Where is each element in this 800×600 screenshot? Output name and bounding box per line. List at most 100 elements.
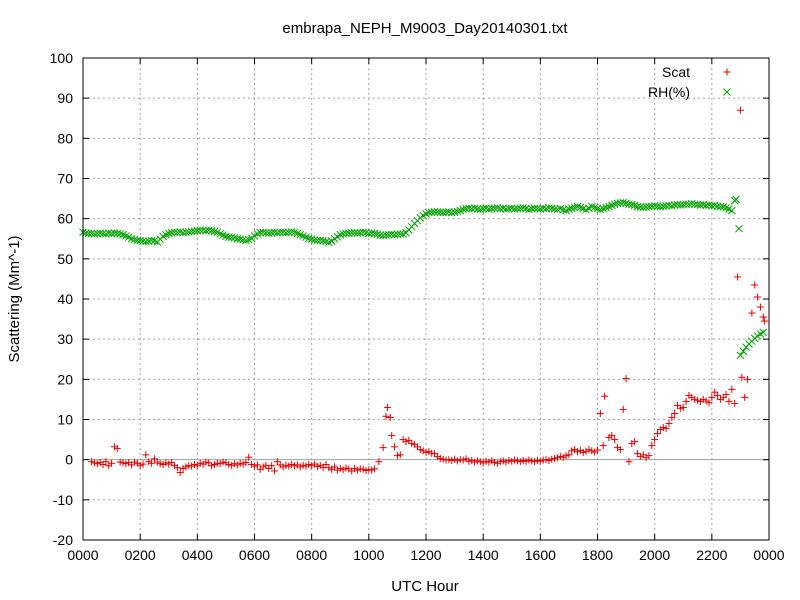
rh-point (270, 228, 279, 237)
scat-point (196, 459, 204, 467)
scat-point (585, 446, 593, 454)
scat-point (502, 458, 510, 466)
scat-point (296, 463, 304, 471)
x-tick-label: 0000 (67, 547, 98, 563)
scat-point (108, 459, 116, 467)
scat-point (694, 396, 702, 404)
scat-point (459, 456, 467, 464)
scat-point (654, 430, 662, 438)
scat-point (173, 464, 181, 472)
rh-point (127, 234, 136, 243)
rh-point (450, 208, 459, 217)
scat-point (734, 273, 742, 281)
scat-point (313, 462, 321, 470)
rh-point (356, 228, 365, 237)
rh-point (364, 229, 373, 238)
scat-point (705, 399, 713, 407)
rh-point (370, 229, 379, 238)
scat-point (216, 460, 224, 468)
scat-point (93, 460, 101, 468)
scat-point (142, 451, 150, 459)
y-tick-label: 10 (57, 412, 73, 428)
scat-point (110, 443, 118, 451)
x-tick-label: 2000 (639, 547, 670, 563)
rh-point (436, 208, 445, 217)
scat-point (139, 460, 147, 468)
scat-point (325, 464, 333, 472)
scat-point (150, 455, 158, 463)
rh-point (602, 203, 610, 212)
scat-point (239, 460, 247, 468)
scat-point (648, 442, 656, 450)
rh-point (293, 229, 302, 238)
scat-point (122, 460, 130, 468)
scat-point (408, 440, 416, 448)
rh-point (653, 202, 662, 211)
x-tick-label: 1600 (525, 547, 556, 563)
scat-point (682, 397, 690, 405)
scat-point (756, 303, 764, 311)
rh-point (93, 229, 102, 238)
scat-point (676, 404, 684, 412)
series-rh (79, 195, 768, 360)
scat-point (691, 395, 699, 403)
rh-point (527, 204, 536, 213)
scat-point (679, 403, 687, 411)
rh-point (210, 227, 219, 236)
scat-point (259, 463, 267, 471)
scat-point (525, 456, 533, 464)
scat-point (741, 393, 749, 401)
scat-point (299, 461, 307, 469)
scat-point (714, 391, 722, 399)
rh-point (279, 228, 287, 237)
rh-point (719, 203, 728, 211)
scat-point (601, 392, 609, 400)
scat-point (473, 457, 481, 465)
rh-point (319, 236, 327, 245)
scat-point (179, 465, 187, 473)
rh-point (147, 236, 156, 245)
scat-point (631, 438, 639, 446)
x-tick-label: 2200 (696, 547, 727, 563)
x-tick-label: 1800 (582, 547, 613, 563)
legend-marker (723, 68, 731, 76)
rh-point (296, 230, 305, 239)
rh-point (647, 202, 656, 211)
scat-point (342, 464, 350, 472)
scat-point (744, 375, 752, 383)
rh-point (567, 204, 576, 213)
rh-point (107, 229, 116, 238)
rh-point (465, 204, 473, 213)
scat-point (488, 457, 496, 465)
scat-point (436, 454, 444, 462)
y-tick-label: 90 (57, 90, 73, 106)
scat-point (562, 452, 570, 460)
scat-point (268, 462, 276, 470)
scat-point (388, 432, 396, 440)
rh-point (619, 198, 628, 207)
rh-point (284, 228, 293, 237)
scat-point (548, 455, 556, 463)
rh-point (350, 228, 359, 237)
scat-point (331, 463, 339, 471)
rh-point (673, 200, 682, 209)
rh-point (302, 233, 310, 241)
scat-point (556, 452, 564, 460)
rh-point (685, 200, 693, 209)
legend-marker (723, 88, 731, 96)
rh-point (387, 230, 396, 239)
scat-point (579, 448, 587, 456)
rh-point (662, 201, 670, 210)
rh-point (267, 228, 276, 237)
rh-point (735, 224, 743, 233)
legend-label: RH(%) (648, 84, 690, 100)
scat-point (368, 466, 376, 474)
scat-point (136, 461, 144, 469)
y-tick-label: 60 (57, 211, 73, 227)
rh-point (242, 236, 250, 245)
rh-point (519, 203, 528, 212)
series-scat (88, 106, 769, 477)
scat-point (219, 458, 227, 466)
scat-point (761, 317, 769, 325)
scat-point (722, 391, 730, 399)
